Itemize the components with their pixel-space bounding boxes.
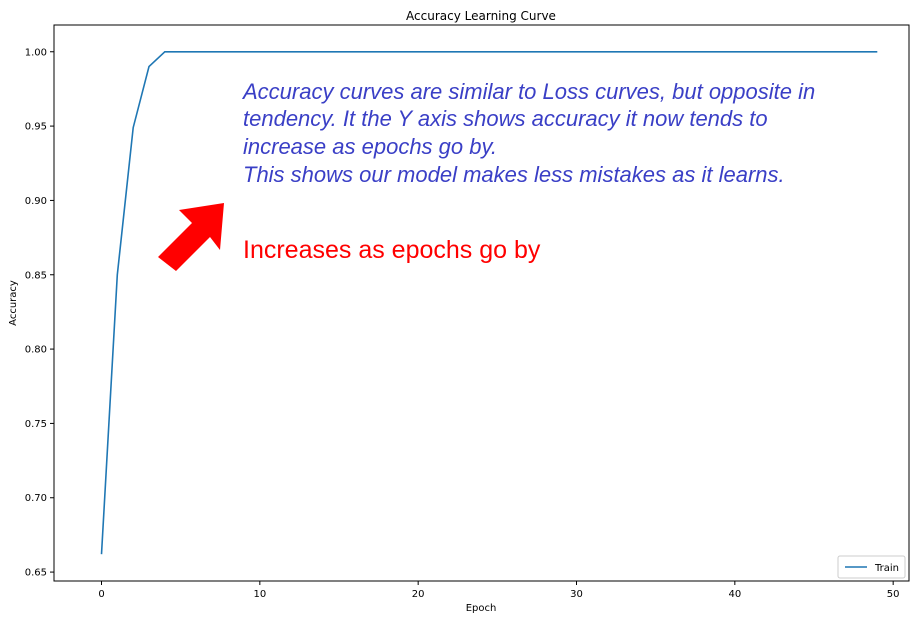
y-tick-label: 0.80 bbox=[25, 345, 47, 356]
x-tick-label: 50 bbox=[887, 589, 900, 600]
y-tick-label: 0.75 bbox=[25, 419, 47, 430]
annotation-line-2: tendency. It the Y axis shows accuracy i… bbox=[243, 106, 768, 131]
x-tick-label: 40 bbox=[728, 589, 741, 600]
blue-annotation: Accuracy curves are similar to Loss curv… bbox=[241, 79, 815, 187]
legend: Train bbox=[837, 555, 906, 579]
x-tick-label: 20 bbox=[412, 589, 425, 600]
chart-title: Accuracy Learning Curve bbox=[406, 9, 556, 23]
x-axis-ticks: 0 10 20 30 40 50 bbox=[98, 581, 900, 600]
annotation-line-1: Accuracy curves are similar to Loss curv… bbox=[241, 79, 815, 104]
red-annotation: Increases as epochs go by bbox=[243, 236, 541, 264]
arrow-up-right-icon bbox=[158, 203, 224, 271]
x-axis-label: Epoch bbox=[466, 603, 497, 614]
y-tick-label: 0.85 bbox=[25, 270, 47, 281]
series-layer bbox=[100, 50, 878, 555]
annotation-line-4: This shows our model makes less mistakes… bbox=[243, 162, 785, 187]
y-tick-label: 0.95 bbox=[25, 122, 47, 133]
x-tick-label: 10 bbox=[253, 589, 266, 600]
y-tick-label: 1.00 bbox=[25, 47, 47, 58]
legend-box bbox=[837, 555, 906, 579]
y-tick-label: 0.65 bbox=[25, 568, 47, 579]
y-tick-label: 0.70 bbox=[25, 493, 47, 504]
y-axis-ticks: 0.65 0.70 0.75 0.80 0.85 0.90 0.95 1.00 bbox=[25, 47, 54, 579]
y-tick-label: 0.90 bbox=[25, 196, 47, 207]
annotation-line-3: increase as epochs go by. bbox=[243, 134, 497, 159]
series-line-train bbox=[100, 50, 878, 555]
x-tick-label: 0 bbox=[98, 589, 104, 600]
y-axis-label: Accuracy bbox=[8, 280, 19, 326]
legend-label-train: Train bbox=[874, 563, 899, 574]
plot-frame bbox=[53, 24, 910, 582]
x-tick-label: 30 bbox=[570, 589, 583, 600]
